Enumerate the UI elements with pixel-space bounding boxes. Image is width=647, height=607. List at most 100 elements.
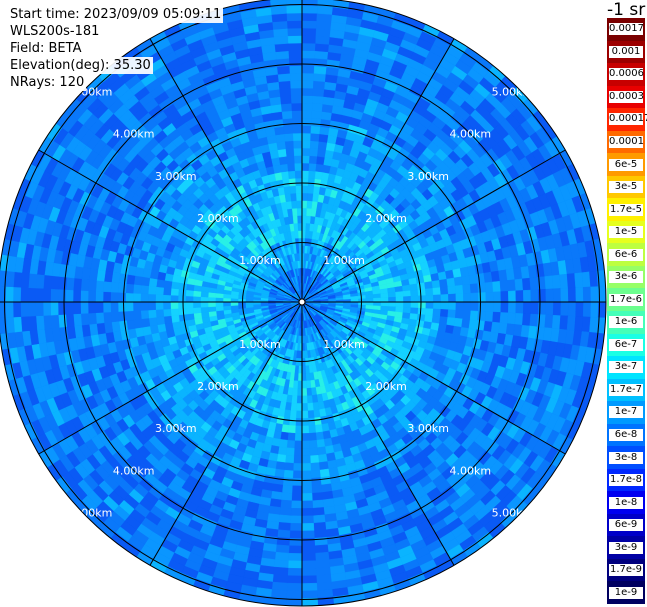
beta-cell [301, 425, 310, 434]
beta-cell [288, 177, 297, 187]
beta-cell [203, 0, 222, 6]
beta-cell [118, 272, 128, 284]
beta-cell [373, 301, 382, 307]
beta-cell [301, 35, 317, 44]
beta-cell [313, 529, 327, 539]
beta-cell [288, 170, 296, 179]
beta-cell [410, 307, 419, 315]
beta-cell [545, 288, 554, 303]
beta-cell [0, 219, 2, 238]
beta-cell [301, 20, 317, 29]
beta-cell [301, 522, 315, 532]
beta-cell [448, 293, 457, 303]
beta-cell [125, 283, 135, 294]
beta-cell [301, 12, 318, 22]
beta-cell [207, 296, 216, 303]
beta-cell [388, 296, 397, 303]
beta-cell [522, 301, 532, 315]
beta-cell [453, 317, 463, 328]
beta-cell [125, 310, 135, 321]
beta-cell [589, 316, 599, 334]
beta-cell [35, 315, 45, 331]
beta-cell [102, 301, 112, 313]
beta-cell [312, 80, 326, 90]
beta-cell [290, 515, 303, 524]
beta-cell [485, 301, 494, 313]
beta-cell [447, 285, 457, 295]
beta-cell [312, 95, 324, 105]
beta-cell [317, 148, 327, 158]
beta-cell [589, 270, 599, 288]
beta-cell [301, 590, 318, 599]
beta-cell [418, 295, 427, 303]
beta-cell [291, 485, 303, 494]
beta-cell [118, 320, 128, 332]
beta-cell [275, 461, 286, 471]
beta-cell [222, 297, 231, 303]
beta-cell [28, 315, 38, 331]
beta-cell [275, 133, 286, 143]
beta-cell [559, 273, 569, 289]
beta-cell [301, 80, 314, 89]
beta-cell [294, 230, 299, 239]
beta-cell [522, 313, 531, 327]
beta-cell [10, 156, 25, 176]
beta-cell [301, 380, 307, 389]
beta-cell [428, 10, 448, 25]
beta-cell [288, 417, 297, 427]
beta-cell [270, 5, 288, 15]
beta-cell [439, 278, 448, 288]
beta-cell [471, 553, 490, 570]
beta-cell [316, 20, 332, 30]
beta-cell [455, 293, 464, 303]
beta-cell [551, 274, 561, 290]
beta-cell [237, 304, 247, 309]
beta-cell [455, 301, 464, 311]
beta-cell [72, 289, 82, 303]
beta-cell [284, 454, 295, 464]
beta-cell [95, 280, 105, 292]
beta-cell [147, 301, 156, 311]
beta-cell [418, 301, 427, 309]
beta-cell [592, 398, 606, 417]
beta-cell [110, 301, 119, 313]
beta-cell [114, 553, 133, 570]
beta-cell [281, 484, 293, 494]
beta-cell [185, 295, 194, 303]
beta-cell [283, 185, 291, 195]
beta-cell [296, 395, 303, 404]
beta-cell [170, 314, 180, 323]
beta-cell [598, 382, 606, 401]
beta-cell [500, 290, 509, 303]
beta-cell [395, 296, 404, 303]
beta-cell [73, 313, 82, 327]
beta-cell [27, 301, 37, 317]
beta-cell [310, 125, 321, 135]
beta-cell [110, 311, 120, 323]
beta-cell [147, 293, 156, 303]
beta-cell [65, 289, 74, 303]
beta-cell [140, 284, 150, 295]
beta-cell [0, 187, 12, 206]
beta-cell [382, 0, 401, 6]
beta-cell [316, 13, 333, 23]
beta-cell [457, 562, 476, 579]
beta-cell [380, 301, 389, 307]
beta-cell [484, 281, 494, 293]
beta-cell [273, 28, 289, 38]
beta-cell [301, 230, 306, 239]
beta-cell [110, 281, 120, 293]
beta-cell [148, 277, 158, 287]
beta-cell [308, 162, 317, 172]
beta-cell [125, 301, 134, 312]
beta-cell [461, 275, 471, 286]
beta-cell [301, 72, 315, 82]
beta-cell [410, 289, 419, 297]
beta-cell [492, 291, 502, 303]
beta-cell [288, 425, 296, 434]
beta-cell [288, 552, 303, 562]
beta-cell [440, 294, 449, 303]
beta-cell [277, 529, 291, 539]
beta-cell [133, 275, 143, 286]
beta-cell [409, 283, 419, 291]
